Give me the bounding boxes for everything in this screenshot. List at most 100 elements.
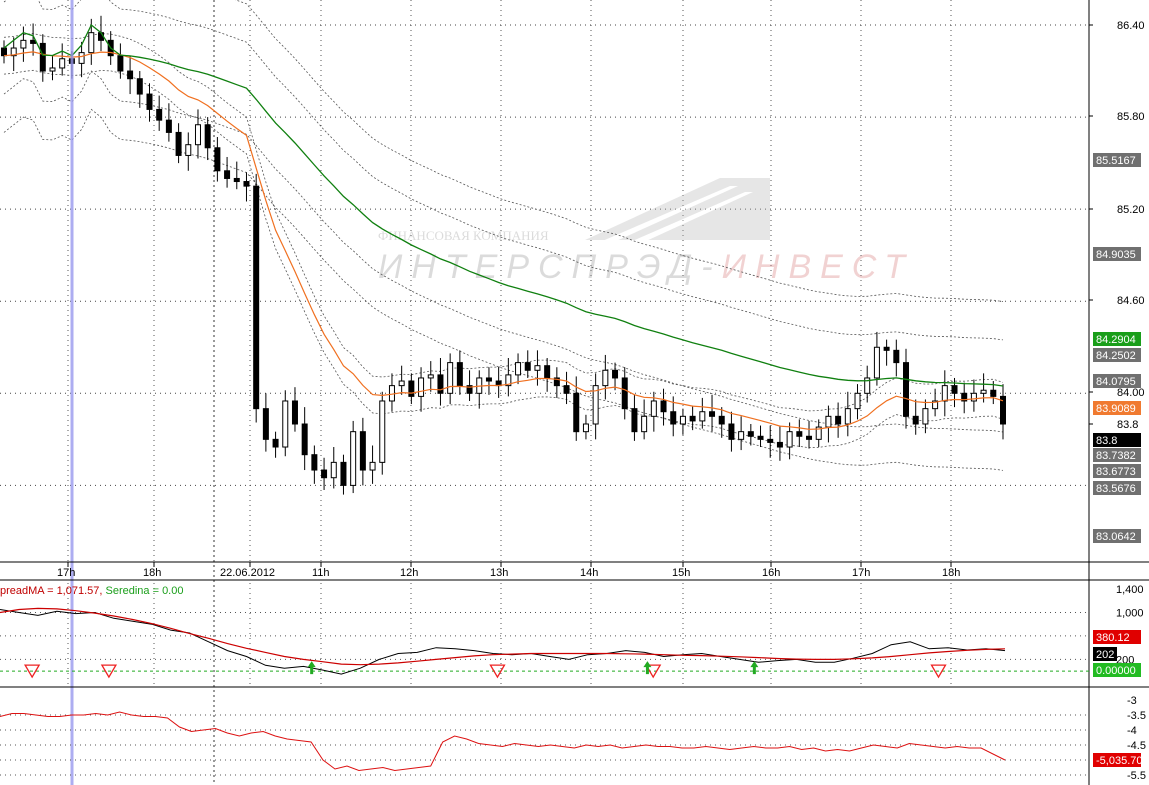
candle-down[interactable]	[437, 374, 444, 394]
candle-down[interactable]	[573, 392, 580, 433]
candle-down[interactable]	[563, 385, 570, 394]
candle-up[interactable]	[78, 52, 85, 64]
candle-down[interactable]	[776, 441, 783, 448]
candle-down[interactable]	[233, 177, 240, 183]
candle-down[interactable]	[1000, 395, 1006, 425]
candle-down[interactable]	[767, 438, 774, 443]
candle-up[interactable]	[427, 374, 434, 379]
candle-down[interactable]	[631, 408, 638, 433]
candle-down[interactable]	[718, 415, 725, 425]
candle-up[interactable]	[379, 400, 386, 463]
candle-up[interactable]	[699, 411, 706, 422]
candle-up[interactable]	[369, 461, 376, 471]
candle-up[interactable]	[873, 346, 880, 379]
candle-up[interactable]	[641, 415, 648, 433]
candle-up[interactable]	[592, 385, 599, 425]
candle-up[interactable]	[185, 144, 192, 156]
candle-down[interactable]	[466, 385, 473, 394]
candle-down[interactable]	[796, 431, 803, 437]
candle-up[interactable]	[980, 389, 987, 394]
candle-up[interactable]	[844, 408, 851, 425]
candle-up[interactable]	[505, 374, 512, 387]
candle-down[interactable]	[670, 411, 677, 425]
candle-up[interactable]	[825, 415, 832, 428]
candle-up[interactable]	[854, 392, 861, 410]
candle-down[interactable]	[835, 415, 842, 425]
candle-up[interactable]	[515, 362, 522, 376]
candle-down[interactable]	[951, 385, 958, 394]
candle-down[interactable]	[301, 423, 308, 456]
candle-down[interactable]	[689, 415, 696, 422]
candle-down[interactable]	[806, 435, 813, 440]
candle-up[interactable]	[534, 365, 541, 371]
candle-down[interactable]	[204, 124, 211, 149]
candle-down[interactable]	[214, 147, 221, 172]
candle-up[interactable]	[864, 377, 871, 394]
candle-down[interactable]	[893, 349, 900, 364]
candle-down[interactable]	[747, 431, 754, 437]
candle-down[interactable]	[243, 181, 250, 187]
candle-up[interactable]	[941, 385, 948, 402]
candle-up[interactable]	[582, 423, 589, 433]
candle-down[interactable]	[321, 469, 328, 479]
candle-down[interactable]	[272, 438, 279, 448]
candle-down[interactable]	[990, 389, 997, 397]
candle-up[interactable]	[447, 362, 454, 394]
candle-up[interactable]	[679, 415, 686, 425]
candle-down[interactable]	[39, 42, 46, 72]
candle-down[interactable]	[612, 369, 619, 379]
candle-down[interactable]	[757, 435, 764, 440]
candle-up[interactable]	[418, 377, 425, 397]
candle-up[interactable]	[932, 400, 939, 410]
candle-down[interactable]	[156, 108, 163, 121]
candle-up[interactable]	[970, 392, 977, 402]
candle-down[interactable]	[485, 377, 492, 382]
candle-down[interactable]	[30, 39, 37, 44]
candle-down[interactable]	[728, 423, 735, 440]
candle-down[interactable]	[621, 377, 628, 410]
candle-down[interactable]	[117, 55, 124, 72]
candle-down[interactable]	[544, 365, 551, 379]
candle-up[interactable]	[49, 67, 56, 72]
candle-down[interactable]	[961, 392, 968, 402]
candle-down[interactable]	[709, 411, 716, 417]
candle-down[interactable]	[660, 400, 667, 413]
candle-down[interactable]	[175, 131, 182, 156]
candle-up[interactable]	[88, 32, 95, 54]
candle-up[interactable]	[350, 431, 357, 486]
candle-up[interactable]	[282, 400, 289, 448]
candle-up[interactable]	[388, 385, 395, 402]
candle-up[interactable]	[330, 461, 337, 479]
candle-up[interactable]	[59, 58, 66, 69]
candle-down[interactable]	[311, 454, 318, 471]
candle-down[interactable]	[553, 377, 560, 387]
candle-down[interactable]	[456, 362, 463, 387]
candle-up[interactable]	[194, 124, 201, 146]
candle-up[interactable]	[738, 431, 745, 440]
candle-up[interactable]	[922, 408, 929, 425]
candle-up[interactable]	[602, 369, 609, 387]
candle-down[interactable]	[359, 431, 366, 471]
candle-up[interactable]	[650, 400, 657, 417]
candle-down[interactable]	[912, 415, 919, 425]
candle-down[interactable]	[136, 78, 143, 95]
candle-down[interactable]	[165, 119, 172, 133]
candle-up[interactable]	[10, 47, 17, 57]
candle-down[interactable]	[291, 400, 298, 425]
candle-up[interactable]	[20, 39, 27, 49]
candle-down[interactable]	[408, 380, 415, 397]
candle-up[interactable]	[786, 431, 793, 448]
candle-down[interactable]	[340, 461, 347, 486]
candle-down[interactable]	[1, 47, 7, 57]
candle-down[interactable]	[524, 362, 531, 371]
candle-down[interactable]	[253, 185, 260, 410]
candle-up[interactable]	[398, 380, 405, 387]
candle-down[interactable]	[883, 346, 890, 351]
candle-down[interactable]	[127, 70, 134, 80]
candle-down[interactable]	[146, 93, 153, 110]
candle-up[interactable]	[815, 426, 822, 440]
candle-down[interactable]	[903, 362, 910, 417]
candle-down[interactable]	[224, 170, 231, 179]
